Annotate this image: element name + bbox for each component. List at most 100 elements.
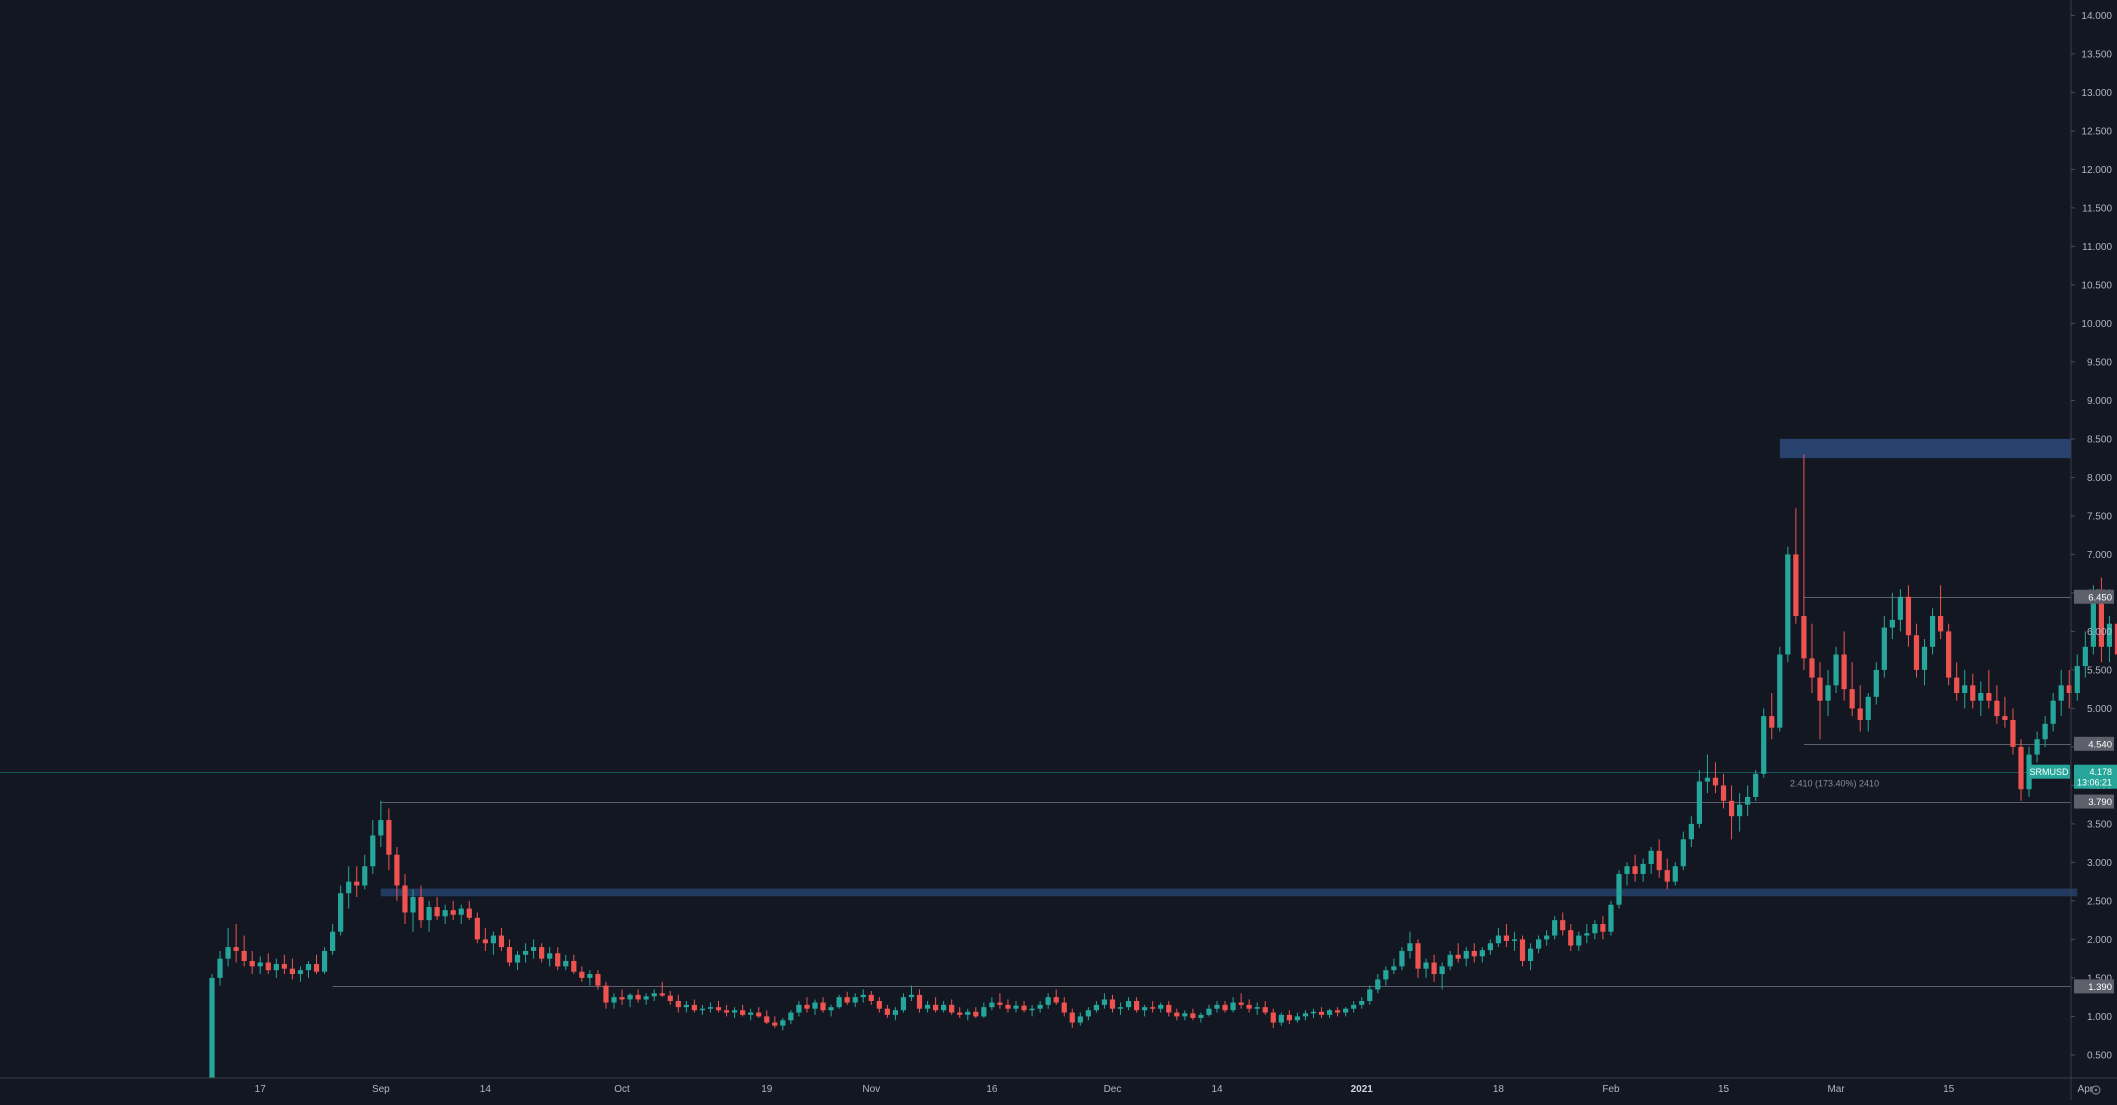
candle-body [941, 1004, 947, 1011]
candle-body [378, 820, 384, 836]
candle-body [860, 994, 866, 998]
candle-body [1029, 1008, 1035, 1011]
candle-body [981, 1007, 987, 1017]
candle-body [1913, 635, 1920, 670]
candle-body [1536, 939, 1542, 949]
level-price-label: 3.790 [2088, 797, 2112, 808]
candle-body [1463, 950, 1469, 959]
candle-body [257, 962, 263, 967]
candle-body [1415, 943, 1421, 969]
candle-body [506, 947, 513, 963]
candle-body [1238, 1002, 1244, 1005]
candle-body [627, 994, 633, 1000]
time-tick-label: Feb [1602, 1084, 1620, 1095]
candle-body [386, 820, 392, 855]
candle-body [1769, 716, 1775, 728]
candle-body [289, 968, 295, 975]
candle-body [780, 1020, 786, 1026]
candle-body [2010, 719, 2016, 747]
candle-body [1938, 616, 1944, 632]
candle-body [1986, 693, 1992, 701]
candle-body [1728, 800, 1735, 817]
settings-gear-icon[interactable] [2091, 1085, 2101, 1095]
candle-body [619, 997, 625, 1000]
candle-body [249, 960, 255, 967]
candle-body [1383, 970, 1389, 980]
candle-body [1326, 1010, 1333, 1015]
candle-body [1198, 1014, 1204, 1018]
candle-body [1061, 1002, 1067, 1013]
candle-body [1391, 966, 1397, 971]
candle-body [1704, 777, 1711, 782]
levels-layer [0, 597, 2071, 987]
zone-box [1779, 438, 2071, 459]
candle-body [1761, 716, 1767, 774]
candle-body [707, 1007, 714, 1009]
time-tick-label: 15 [1718, 1084, 1730, 1095]
candle-body [1680, 839, 1686, 867]
candle-body [852, 997, 858, 1003]
candle-body [1873, 669, 1879, 697]
candle-body [756, 1012, 762, 1017]
candle-body [2106, 623, 2113, 647]
candle-body [297, 970, 304, 975]
time-tick-label: Dec [1104, 1084, 1122, 1095]
candle-body [370, 835, 376, 867]
candle-body [788, 1012, 794, 1021]
candle-body [1978, 693, 1984, 701]
candle-body [1560, 920, 1566, 931]
candle-body [346, 881, 352, 894]
price-axis[interactable]: 0.5001.0001.5002.0002.5003.0003.5004.000… [2070, 0, 2114, 1100]
candle-body [1013, 1005, 1019, 1009]
candle-body [812, 1002, 818, 1009]
candle-body [916, 994, 923, 1009]
candle-body [241, 950, 247, 961]
candle-body [1230, 1002, 1236, 1011]
candle-body [900, 997, 907, 1011]
candle-body [1970, 685, 1976, 701]
candle-body [1801, 616, 1807, 659]
candle-body [1174, 1012, 1180, 1017]
candle-body [587, 974, 593, 978]
level-price-label: 1.390 [2088, 982, 2112, 993]
candle-body [659, 993, 665, 996]
candle-body [868, 994, 874, 1001]
time-tick-label: 18 [1493, 1084, 1505, 1095]
candle-body [820, 1002, 826, 1011]
candle-body [281, 964, 287, 969]
candle-body [1278, 1014, 1284, 1023]
zone-box [380, 888, 2078, 897]
candle-body [1182, 1013, 1188, 1017]
gear-icon-ring [2091, 1085, 2101, 1095]
candle-body [1262, 1007, 1268, 1013]
candle-body [1455, 954, 1461, 959]
candle-body [603, 985, 609, 1003]
candle-body [2082, 646, 2088, 667]
candle-body [410, 897, 416, 913]
time-axis[interactable]: 17 Sep 14 Oct 19 Nov 16 Dec 14 2021 18 Feb 15 Mar 15 Ap… [0, 1077, 2117, 1095]
price-tick-label: 9.000 [2087, 396, 2112, 407]
candle-body [740, 1010, 746, 1015]
candle-body [683, 1004, 689, 1008]
candle-body [1375, 979, 1381, 990]
candle-body [892, 1010, 898, 1015]
candle-body [1897, 596, 1903, 620]
time-tick-label: Mar [1827, 1084, 1845, 1095]
candle-body [354, 881, 360, 886]
candle-body [233, 947, 239, 951]
candle-body [1150, 1007, 1156, 1009]
candle-body [1037, 1004, 1043, 1009]
price-tick-label: 3.500 [2087, 819, 2112, 830]
candle-body [764, 1016, 770, 1023]
candle-body [1487, 943, 1493, 951]
candle-body [748, 1012, 754, 1015]
time-tick-label: 14 [480, 1084, 492, 1095]
candle-body [933, 1004, 939, 1011]
price-tags-layer: SRMUSD 4.178 13:06:21 [2028, 764, 2117, 789]
candle-body [1817, 677, 1823, 701]
candle-body [1399, 950, 1405, 967]
candle-body [1954, 677, 1960, 693]
candle-body [1592, 924, 1598, 934]
candle-body [305, 964, 312, 971]
